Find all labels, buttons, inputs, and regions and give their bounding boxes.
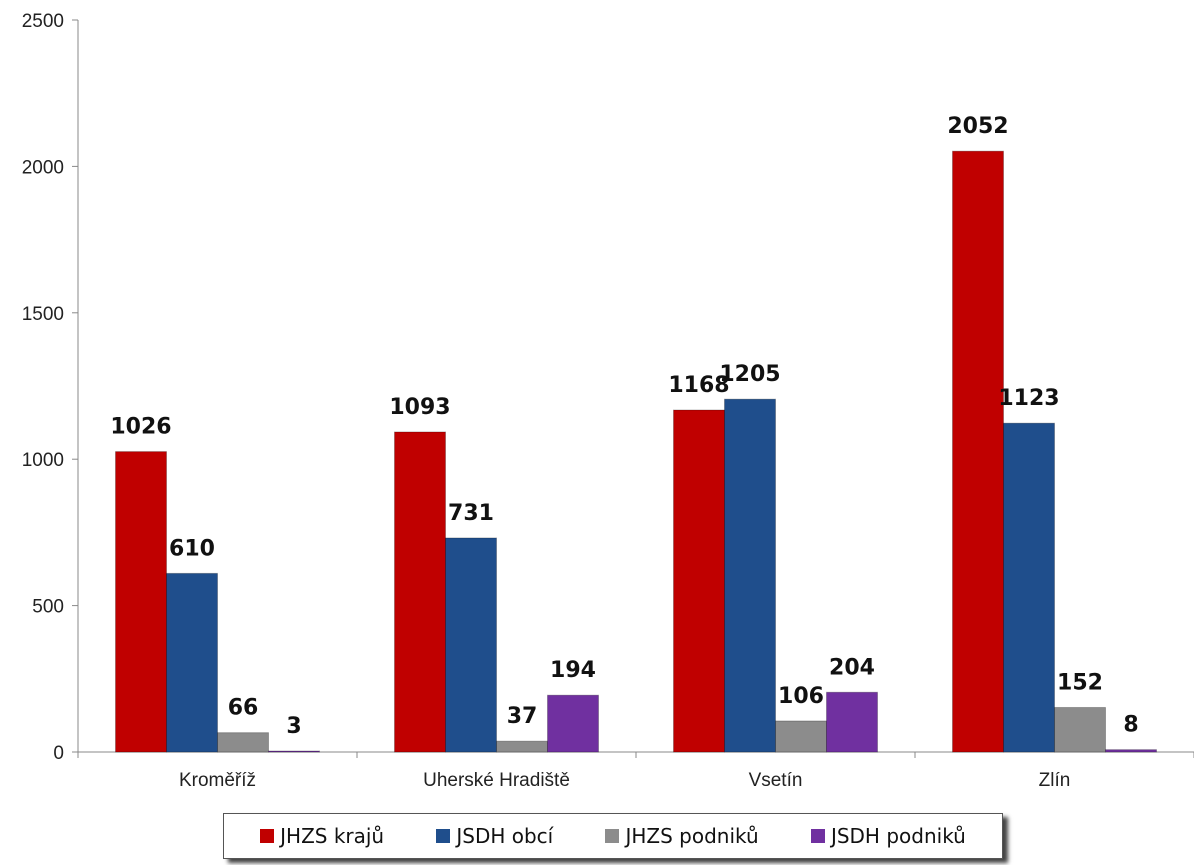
- legend-label: JHZS krajů: [280, 824, 385, 848]
- legend-label: JHZS podniků: [625, 824, 759, 848]
- bar: [445, 537, 497, 753]
- x-category-label: Vsetín: [749, 770, 803, 791]
- data-label: 731: [448, 501, 494, 526]
- legend-item: JHZS krajů: [260, 824, 384, 848]
- bar: [394, 431, 446, 753]
- bar: [775, 720, 827, 753]
- legend-label: JSDH obcí: [456, 824, 554, 848]
- bar: [496, 740, 548, 753]
- data-label: 3: [286, 714, 301, 739]
- bar-chart-svg: 0 500 1000 1500 2000 2500 Kroměříž Uherské Hrad…: [22, 11, 1194, 791]
- data-label: 1168: [668, 373, 729, 398]
- legend-item: JSDH podniků: [810, 824, 966, 848]
- x-category-label: Kroměříž: [179, 770, 256, 791]
- data-label: 66: [228, 696, 259, 721]
- legend-item: JSDH obcí: [436, 824, 553, 848]
- y-tick-label: 500: [32, 597, 64, 618]
- x-category-label: Zlín: [1039, 770, 1071, 791]
- legend-swatch: [260, 829, 275, 843]
- y-tick-label: 0: [53, 743, 64, 764]
- y-tick-label: 1000: [22, 450, 64, 471]
- data-label: 152: [1057, 670, 1103, 695]
- bar: [724, 398, 776, 753]
- y-tick-label: 2000: [22, 157, 64, 178]
- legend-label: JSDH podniků: [830, 824, 966, 848]
- data-label: 610: [169, 536, 215, 561]
- bar: [952, 150, 1004, 753]
- legend-swatch: [436, 829, 451, 843]
- bar: [115, 451, 167, 753]
- y-tick-label: 2500: [22, 11, 64, 32]
- data-label: 1205: [719, 362, 780, 387]
- data-label: 194: [550, 658, 596, 683]
- bar: [547, 694, 599, 753]
- data-label: 106: [778, 684, 824, 709]
- bar: [1105, 749, 1157, 753]
- bar: [268, 750, 320, 753]
- legend-item: JHZS podniků: [605, 824, 759, 848]
- data-label: 8: [1123, 713, 1138, 738]
- x-category-label: Uherské Hradiště: [423, 770, 570, 791]
- data-label: 1093: [389, 395, 450, 420]
- data-label: 1026: [110, 415, 171, 440]
- legend-swatch: [810, 829, 825, 843]
- bar: [1003, 422, 1055, 753]
- legend: JHZS krajů JSDH obcí JHZS podniků JSDH podn…: [223, 813, 1003, 859]
- legend-swatch: [605, 829, 620, 843]
- bar: [826, 691, 878, 753]
- data-label: 1123: [998, 386, 1059, 411]
- bar: [166, 572, 218, 753]
- data-label: 37: [507, 704, 538, 729]
- data-label: 2052: [947, 114, 1008, 139]
- bar: [217, 732, 269, 753]
- data-label: 204: [829, 655, 875, 680]
- y-tick-label: 1500: [22, 304, 64, 325]
- bar: [673, 409, 725, 753]
- bar: [1054, 706, 1106, 753]
